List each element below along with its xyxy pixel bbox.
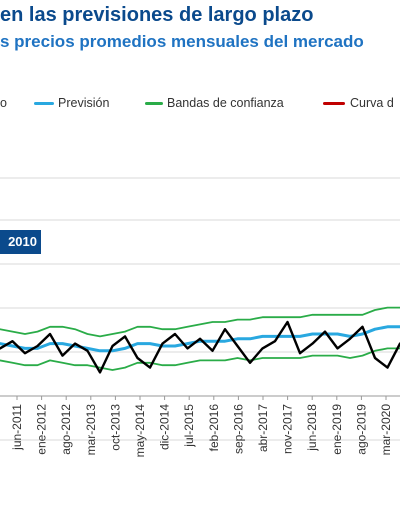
x-tick-label: nov-2017 xyxy=(281,404,295,454)
legend-label: Bandas de confianza xyxy=(167,96,284,110)
x-tick-label: mar-2013 xyxy=(84,404,98,456)
x-tick-label: mar-2020 xyxy=(379,404,393,456)
chart-subtitle: s precios promedios mensuales del mercad… xyxy=(0,32,364,51)
legend-swatch xyxy=(145,102,163,105)
legend-label: Curva d xyxy=(350,96,394,110)
x-tick-label: feb-2016 xyxy=(207,404,221,452)
observed-series-line xyxy=(0,320,400,374)
confidence-band-line xyxy=(0,347,400,371)
x-tick-label: oct-2013 xyxy=(108,404,122,451)
legend-swatch xyxy=(323,102,345,105)
x-tick-label: dic-2014 xyxy=(158,404,172,450)
chart-title: en las previsiones de largo plazo xyxy=(0,4,314,26)
x-tick-label: jun-2011 xyxy=(10,404,24,451)
x-tick-label: may-2014 xyxy=(133,404,147,458)
legend-label: o xyxy=(0,96,7,110)
x-tick-label: jun-2018 xyxy=(305,404,319,452)
chart-legend: o Previsión Bandas de confianza Curva d xyxy=(0,94,400,112)
x-tick-label: sep-2016 xyxy=(231,404,245,454)
x-tick-label: ago-2019 xyxy=(354,404,368,455)
x-tick-label: jul-2015 xyxy=(182,404,196,448)
x-tick-label: ene-2012 xyxy=(35,404,49,455)
x-tick-label: ago-2012 xyxy=(59,404,73,455)
confidence-band-line xyxy=(0,306,400,338)
x-tick-label: ene-2019 xyxy=(330,404,344,455)
year-badge: 2010 xyxy=(0,230,41,254)
forecast-series-line xyxy=(0,325,400,353)
x-tick-label: abr-2017 xyxy=(256,404,270,452)
legend-swatch xyxy=(34,102,54,105)
legend-label: Previsión xyxy=(58,96,110,110)
line-chart: jun-2011 ene-2012 ago-2012 mar-2013 oct-2013… xyxy=(0,177,400,458)
